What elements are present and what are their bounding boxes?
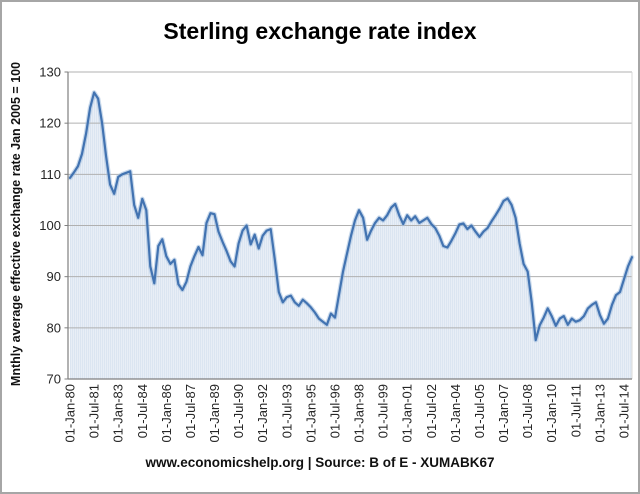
y-tick-label: 80 xyxy=(47,320,61,335)
x-tick-label: 01-Jul-99 xyxy=(376,384,391,438)
series-line-layer xyxy=(67,90,635,343)
x-tick-label: 01-Jan-80 xyxy=(63,384,78,443)
x-tick-label: 01-Jan-13 xyxy=(592,384,607,443)
series-line xyxy=(68,91,634,342)
x-tick-label: 01-Jan-04 xyxy=(448,384,463,443)
y-tick-label: 90 xyxy=(47,269,61,284)
y-tick-label: 110 xyxy=(40,167,61,182)
x-tick-label: 01-Jan-98 xyxy=(352,384,367,443)
y-tick-label: 120 xyxy=(39,116,61,131)
x-tick-label: 01-Jan-86 xyxy=(159,384,174,443)
x-tick-label: 01-Jan-95 xyxy=(303,384,318,443)
y-tick-label: 130 xyxy=(39,65,61,80)
x-tick-label: 01-Jan-10 xyxy=(544,384,559,443)
x-tick-label: 01-Jul-11 xyxy=(568,384,583,437)
axis-layer xyxy=(64,71,632,380)
chart-title: Sterling exchange rate index xyxy=(163,18,477,44)
x-tick-label: 01-Jul-81 xyxy=(87,384,102,438)
gridline-layer xyxy=(68,71,633,379)
x-tick-label: 01-Jul-08 xyxy=(520,384,535,438)
x-tick-label: 01-Jan-92 xyxy=(255,384,270,443)
x-tick-label: 01-Jan-83 xyxy=(111,384,126,443)
x-tick-label: 01-Jul-02 xyxy=(424,384,439,438)
x-tick-label: 01-Jul-90 xyxy=(231,384,246,438)
x-tick-label: 01-Jul-05 xyxy=(472,384,487,438)
y-tick-label: 100 xyxy=(39,218,61,233)
y-tick-label: 70 xyxy=(47,372,61,387)
x-tick-label: 01-Jan-89 xyxy=(207,384,222,443)
x-tick-label: 01-Jan-01 xyxy=(400,384,415,443)
x-tick-label: 01-Jul-84 xyxy=(135,384,150,438)
x-tick-label: 01-Jul-93 xyxy=(279,384,294,438)
x-tick-label: 01-Jul-14 xyxy=(617,384,632,438)
x-tick-label: 01-Jan-07 xyxy=(496,384,511,443)
source-footer: www.economicshelp.org | Source: B of E -… xyxy=(145,455,495,470)
tick-label-layer: 70 80 90 100 110 120 130 01-Jan-80 01-Jul-81 01-J… xyxy=(39,65,631,443)
x-tick-label: 01-Jul-87 xyxy=(183,384,198,438)
x-tick-label: 01-Jul-96 xyxy=(328,384,343,438)
